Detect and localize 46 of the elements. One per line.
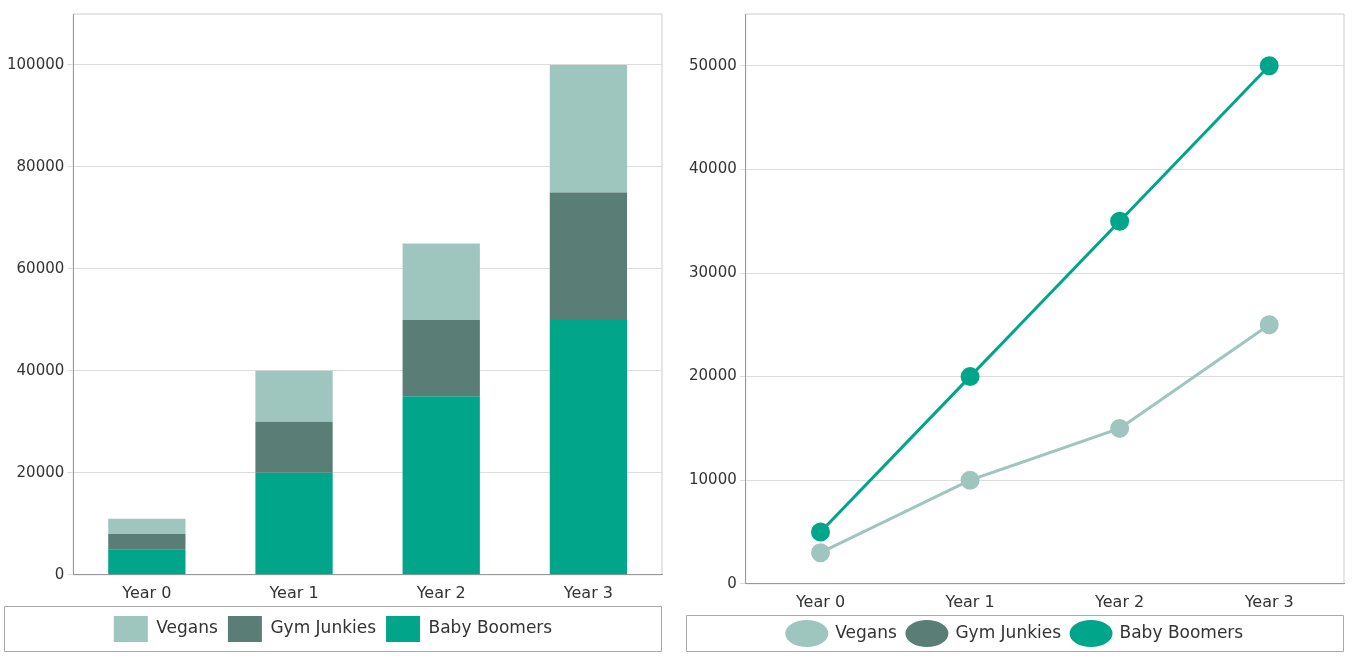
- bar: [255, 472, 333, 575]
- bar: [108, 549, 186, 575]
- y-tick-label: 30000: [689, 262, 737, 281]
- bar: [255, 370, 333, 422]
- bar: [255, 421, 333, 473]
- x-tick-label: Year 2: [1094, 591, 1145, 611]
- y-tick-label: 50000: [689, 55, 737, 74]
- bar: [402, 243, 480, 320]
- y-tick-label: 100000: [7, 54, 65, 73]
- legend-label: Baby Boomers: [1119, 621, 1244, 642]
- point: [960, 367, 980, 387]
- legend-label: Vegans: [156, 617, 219, 638]
- bar: [402, 319, 480, 397]
- point: [811, 543, 830, 563]
- y-tick-label: 60000: [16, 258, 65, 277]
- y-tick-label: 10000: [689, 470, 737, 489]
- bar: [108, 518, 186, 535]
- bar: [108, 534, 186, 550]
- y-tick-label: 0: [727, 573, 737, 592]
- x-tick-label: Year 1: [944, 591, 995, 611]
- point: [811, 522, 830, 542]
- point: [1110, 418, 1130, 438]
- y-tick-label: 40000: [16, 360, 65, 379]
- x-tick-label: Year 0: [121, 582, 172, 602]
- y-tick-label: 20000: [16, 462, 65, 481]
- bar: [549, 192, 628, 320]
- x-tick-label: Year 3: [1243, 591, 1294, 611]
- legend-label: Gym Junkies: [270, 617, 377, 638]
- point: [1259, 56, 1279, 76]
- bar: [549, 64, 628, 193]
- bar: [549, 319, 628, 575]
- x-tick-label: Year 2: [415, 582, 466, 602]
- x-tick-label: Year 1: [268, 582, 319, 602]
- point: [960, 470, 980, 490]
- legend-label: Gym Junkies: [955, 621, 1062, 642]
- y-tick-label: 0: [54, 564, 65, 583]
- y-tick-label: 20000: [689, 366, 737, 385]
- point: [1259, 315, 1279, 335]
- x-tick-label: Year 3: [562, 582, 613, 602]
- x-tick-label: Year 0: [794, 591, 846, 611]
- point: [1110, 211, 1130, 231]
- y-tick-label: 40000: [689, 159, 737, 178]
- bar: [402, 396, 480, 575]
- legend-label: Vegans: [835, 621, 898, 642]
- legend-label: Baby Boomers: [428, 617, 553, 638]
- y-tick-label: 80000: [16, 156, 65, 175]
